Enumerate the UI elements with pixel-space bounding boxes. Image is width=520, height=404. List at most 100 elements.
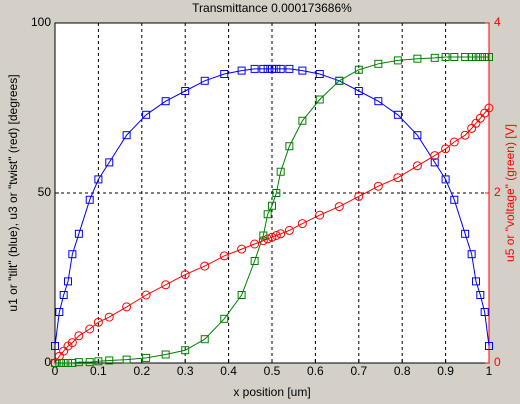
marker: [93, 317, 103, 327]
marker: [476, 53, 485, 61]
marker: [297, 219, 307, 229]
y2-tick-label: 0: [494, 355, 501, 369]
marker: [200, 76, 209, 85]
marker: [315, 210, 325, 220]
marker: [298, 66, 307, 75]
marker: [68, 250, 77, 259]
marker: [85, 358, 94, 367]
x-tick-label: 0.4: [220, 364, 237, 378]
marker: [467, 53, 476, 61]
x-tick-label: 0.5: [264, 364, 281, 378]
marker: [85, 324, 95, 334]
y-tick-label: 100: [31, 15, 51, 29]
marker: [284, 225, 294, 235]
marker: [94, 357, 103, 366]
marker: [161, 97, 170, 106]
x-tick-label: 1: [486, 364, 493, 378]
marker: [374, 59, 383, 68]
marker: [220, 70, 229, 78]
marker: [272, 64, 281, 73]
marker: [276, 229, 286, 239]
marker: [161, 350, 170, 359]
marker: [180, 270, 190, 280]
marker: [122, 355, 131, 364]
marker: [105, 356, 114, 365]
marker: [59, 359, 68, 367]
marker: [441, 175, 450, 184]
series-line: [54, 68, 490, 347]
marker: [200, 335, 209, 344]
series-line: [55, 56, 489, 364]
marker: [471, 53, 480, 61]
x-tick-label: 0: [52, 364, 59, 378]
y-tick-label: 50: [38, 185, 52, 199]
marker: [250, 257, 259, 265]
marker: [51, 359, 59, 367]
marker: [315, 95, 324, 104]
marker: [237, 66, 246, 75]
marker: [374, 97, 383, 106]
marker: [413, 54, 422, 63]
marker: [263, 64, 272, 73]
marker: [268, 201, 276, 210]
marker: [142, 110, 151, 119]
x-tick-label: 0.6: [307, 364, 324, 378]
marker: [276, 167, 285, 176]
marker: [298, 116, 307, 125]
marker: [449, 137, 459, 147]
marker: [250, 64, 259, 73]
marker: [335, 76, 344, 85]
marker: [268, 64, 276, 73]
marker: [393, 110, 402, 119]
marker: [461, 229, 470, 238]
marker: [413, 131, 422, 140]
marker: [271, 231, 281, 240]
marker: [272, 189, 281, 197]
marker: [105, 158, 114, 167]
marker: [51, 342, 59, 350]
series-line: [54, 107, 490, 364]
marker: [393, 173, 403, 183]
marker: [334, 202, 344, 212]
y-tick-label: 0: [44, 355, 51, 369]
marker: [373, 181, 383, 191]
marker: [94, 175, 103, 184]
y-axis-label: u1 or "tilt" (blue), u3 or "twist" (red)…: [6, 74, 20, 311]
marker: [460, 130, 470, 140]
marker: [122, 131, 131, 140]
marker: [441, 144, 451, 154]
marker: [219, 251, 229, 261]
marker: [476, 291, 485, 299]
marker: [450, 195, 459, 204]
y2-axis-label: u5 or "voltage" (green) [V]: [503, 124, 517, 262]
marker: [285, 64, 294, 73]
marker: [430, 151, 440, 161]
x-tick-label: 0.1: [90, 364, 107, 378]
marker: [480, 308, 489, 316]
marker: [430, 158, 439, 167]
marker: [142, 353, 151, 362]
x-tick-label: 0.7: [350, 364, 367, 378]
marker: [467, 250, 476, 259]
marker: [430, 53, 439, 62]
x-axis-label: x position [um]: [233, 385, 310, 399]
marker: [55, 359, 64, 367]
marker: [412, 161, 422, 171]
marker: [485, 342, 493, 350]
marker: [74, 229, 83, 238]
marker: [471, 277, 480, 286]
x-tick-label: 0.9: [437, 364, 454, 378]
marker: [276, 64, 285, 73]
marker: [237, 244, 247, 254]
marker: [74, 358, 83, 367]
marker: [85, 195, 94, 204]
marker: [55, 308, 64, 316]
marker: [285, 142, 294, 151]
marker: [259, 64, 268, 73]
marker: [259, 231, 268, 240]
marker: [181, 346, 190, 355]
marker: [104, 312, 114, 322]
marker: [263, 210, 272, 219]
marker: [161, 280, 171, 290]
